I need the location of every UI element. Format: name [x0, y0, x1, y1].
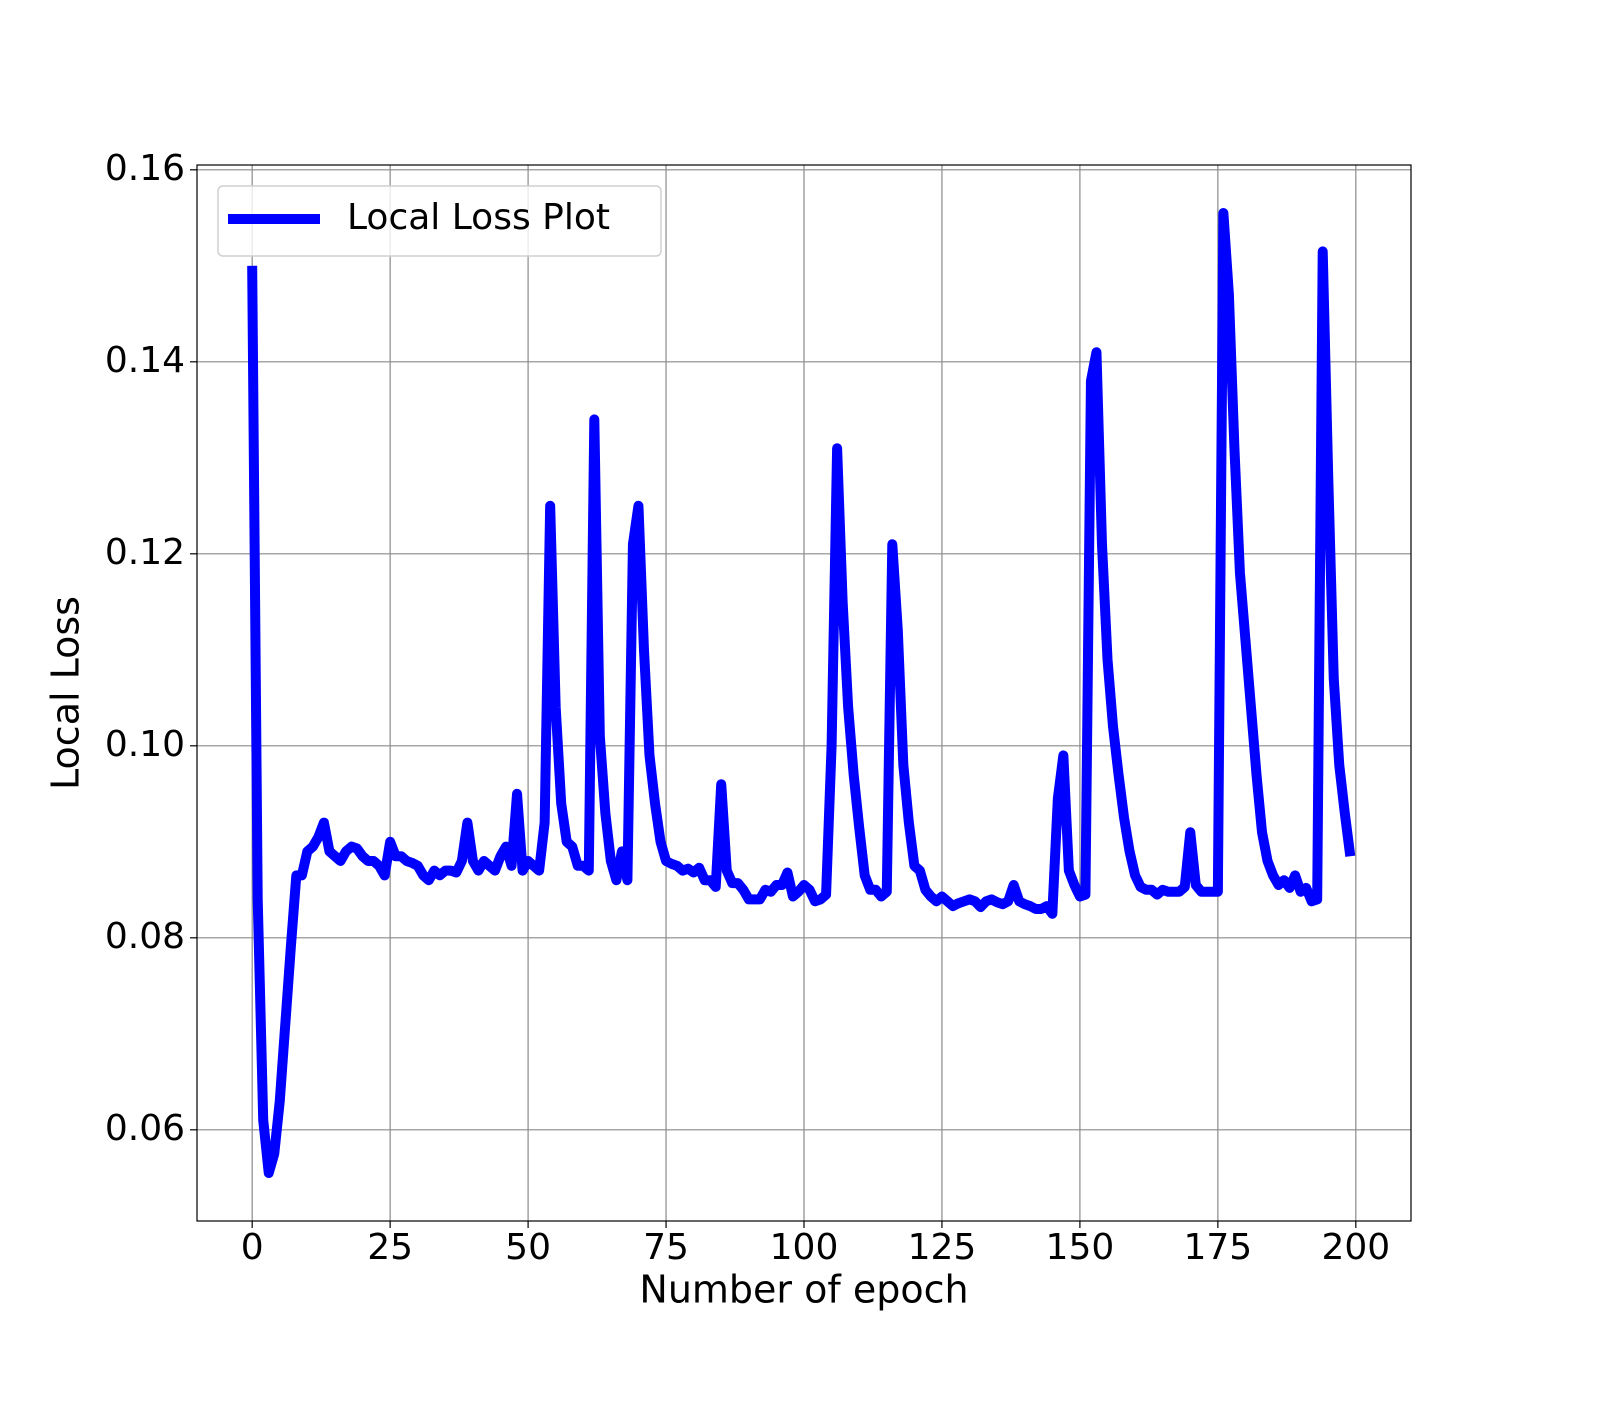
x-tick-label: 125	[908, 1227, 977, 1268]
y-tick-label: 0.12	[105, 532, 185, 573]
legend-label: Local Loss Plot	[347, 197, 610, 238]
plot-frame	[196, 164, 1412, 1222]
legend-box	[217, 185, 662, 257]
x-tick-label: 50	[505, 1227, 551, 1268]
x-tick-label: 200	[1321, 1227, 1390, 1268]
x-axis-label: Number of epoch	[639, 1268, 968, 1312]
y-tick-label: 0.14	[105, 340, 185, 381]
x-tick-label: 100	[770, 1227, 839, 1268]
x-tick-label: 25	[367, 1227, 413, 1268]
y-tick-label: 0.08	[105, 916, 185, 957]
y-tick-label: 0.16	[105, 148, 185, 189]
y-tick-label: 0.06	[105, 1108, 185, 1149]
y-axis-label: Local Loss	[44, 596, 88, 790]
x-tick-label: 150	[1046, 1227, 1115, 1268]
x-tick-label: 0	[241, 1227, 264, 1268]
x-tick-label: 75	[643, 1227, 689, 1268]
x-tick-label: 175	[1184, 1227, 1253, 1268]
y-tick-label: 0.10	[105, 724, 185, 765]
data-line	[247, 208, 1356, 1178]
